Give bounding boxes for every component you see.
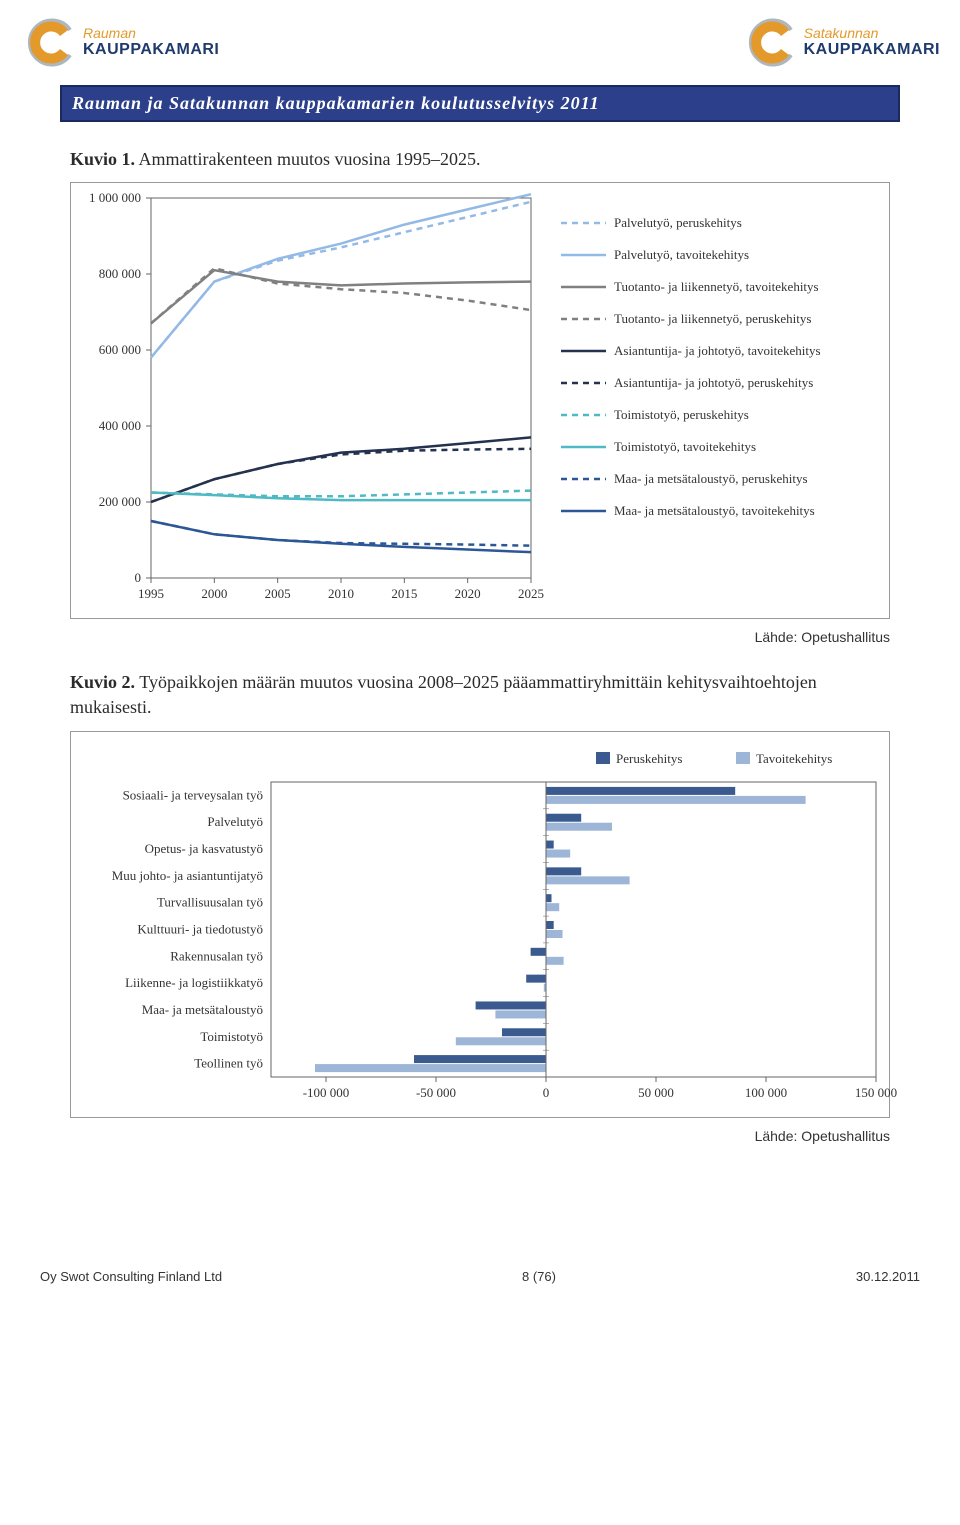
svg-text:150 000: 150 000 xyxy=(855,1085,897,1100)
svg-text:-100 000: -100 000 xyxy=(303,1085,350,1100)
svg-text:2015: 2015 xyxy=(391,586,417,601)
svg-text:Teollinen työ: Teollinen työ xyxy=(194,1055,263,1070)
svg-text:Toimistotyö, peruskehitys: Toimistotyö, peruskehitys xyxy=(614,407,749,422)
logo-right-top: Satakunnan xyxy=(804,26,940,41)
logo-left-mark xyxy=(20,15,75,70)
svg-text:Tuotanto- ja liikennetyö, tavo: Tuotanto- ja liikennetyö, tavoitekehitys xyxy=(614,279,819,294)
chart2-caption-text: Työpaikkojen määrän muutos vuosina 2008–… xyxy=(70,672,817,717)
chart1-caption: Kuvio 1. Ammattirakenteen muutos vuosina… xyxy=(70,147,890,172)
svg-text:50 000: 50 000 xyxy=(638,1085,674,1100)
svg-text:Maa- ja metsätaloustyö: Maa- ja metsätaloustyö xyxy=(142,1002,263,1017)
svg-text:Toimistotyö, tavoitekehitys: Toimistotyö, tavoitekehitys xyxy=(614,439,756,454)
svg-text:2010: 2010 xyxy=(328,586,354,601)
svg-text:Maa- ja metsätaloustyö, perusk: Maa- ja metsätaloustyö, peruskehitys xyxy=(614,471,808,486)
svg-text:Sosiaali- ja terveysalan työ: Sosiaali- ja terveysalan työ xyxy=(123,787,263,802)
footer-right: 30.12.2011 xyxy=(856,1269,920,1284)
logo-right-mark xyxy=(741,15,796,70)
svg-text:Liikenne- ja logistiikkatyö: Liikenne- ja logistiikkatyö xyxy=(125,975,263,990)
footer: Oy Swot Consulting Finland Ltd 8 (76) 30… xyxy=(20,1169,940,1284)
svg-text:2020: 2020 xyxy=(455,586,481,601)
svg-text:Muu johto- ja asiantuntijatyö: Muu johto- ja asiantuntijatyö xyxy=(112,867,263,882)
svg-text:800 000: 800 000 xyxy=(99,266,141,281)
logo-left-bottom: KAUPPAKAMARI xyxy=(83,41,219,59)
footer-left: Oy Swot Consulting Finland Ltd xyxy=(40,1269,222,1284)
svg-text:Maa- ja metsätaloustyö, tavoit: Maa- ja metsätaloustyö, tavoitekehitys xyxy=(614,503,815,518)
svg-text:Tuotanto- ja liikennetyö, peru: Tuotanto- ja liikennetyö, peruskehitys xyxy=(614,311,811,326)
svg-text:Opetus- ja kasvatustyö: Opetus- ja kasvatustyö xyxy=(145,841,263,856)
svg-text:Rakennusalan työ: Rakennusalan työ xyxy=(170,948,263,963)
svg-text:200 000: 200 000 xyxy=(99,494,141,509)
svg-text:0: 0 xyxy=(135,570,142,585)
svg-text:Peruskehitys: Peruskehitys xyxy=(616,751,682,766)
svg-text:Palvelutyö, tavoitekehitys: Palvelutyö, tavoitekehitys xyxy=(614,247,749,262)
chart2-source: Lähde: Opetushallitus xyxy=(70,1128,890,1144)
chart1-wrap: 0 200 000 400 000 600 000 800 000 1 000 000 19… xyxy=(70,182,890,619)
footer-center: 8 (76) xyxy=(522,1269,556,1284)
chart2-caption: Kuvio 2. Työpaikkojen määrän muutos vuos… xyxy=(70,670,890,720)
chart1-source: Lähde: Opetushallitus xyxy=(70,629,890,645)
chart1-caption-label: Kuvio 1. xyxy=(70,149,135,169)
svg-text:Palvelutyö, peruskehitys: Palvelutyö, peruskehitys xyxy=(614,215,742,230)
svg-text:2025: 2025 xyxy=(518,586,544,601)
svg-text:Kulttuuri- ja tiedotustyö: Kulttuuri- ja tiedotustyö xyxy=(137,921,263,936)
svg-text:Tavoitekehitys: Tavoitekehitys xyxy=(756,751,832,766)
svg-text:2000: 2000 xyxy=(201,586,227,601)
logo-left: Rauman KAUPPAKAMARI xyxy=(20,15,219,70)
svg-text:400 000: 400 000 xyxy=(99,418,141,433)
title-bar: Rauman ja Satakunnan kauppakamarien koul… xyxy=(60,85,900,122)
svg-text:100 000: 100 000 xyxy=(745,1085,787,1100)
svg-text:600 000: 600 000 xyxy=(99,342,141,357)
chart1-caption-text: Ammattirakenteen muutos vuosina 1995–202… xyxy=(139,149,481,169)
chart2-caption-label: Kuvio 2. xyxy=(70,672,135,692)
svg-text:Turvallisuusalan työ: Turvallisuusalan työ xyxy=(157,894,263,909)
svg-text:2005: 2005 xyxy=(265,586,291,601)
chart1-svg: 0 200 000 400 000 600 000 800 000 1 000 000 19… xyxy=(71,183,909,613)
svg-text:1 000 000: 1 000 000 xyxy=(89,190,141,205)
logo-left-top: Rauman xyxy=(83,26,219,41)
svg-text:Asiantuntija- ja johtotyö, per: Asiantuntija- ja johtotyö, peruskehitys xyxy=(614,375,813,390)
svg-text:1995: 1995 xyxy=(138,586,164,601)
chart2-svg: -100 000 -50 000 0 50 000 100 000 150 000 Sosi… xyxy=(71,732,901,1112)
chart2-wrap: -100 000-50 000050 000100 000150 000Sosi… xyxy=(70,731,890,1118)
svg-text:Palvelutyö: Palvelutyö xyxy=(207,814,263,829)
svg-text:Asiantuntija- ja johtotyö, tav: Asiantuntija- ja johtotyö, tavoitekehity… xyxy=(614,343,821,358)
logo-right-bottom: KAUPPAKAMARI xyxy=(804,41,940,59)
svg-text:-50 000: -50 000 xyxy=(416,1085,456,1100)
logo-right: Satakunnan KAUPPAKAMARI xyxy=(741,15,940,70)
svg-text:0: 0 xyxy=(543,1085,550,1100)
logo-row: Rauman KAUPPAKAMARI Satakunnan KAUPPAKAM… xyxy=(20,15,940,70)
svg-text:Toimistotyö: Toimistotyö xyxy=(200,1028,263,1043)
